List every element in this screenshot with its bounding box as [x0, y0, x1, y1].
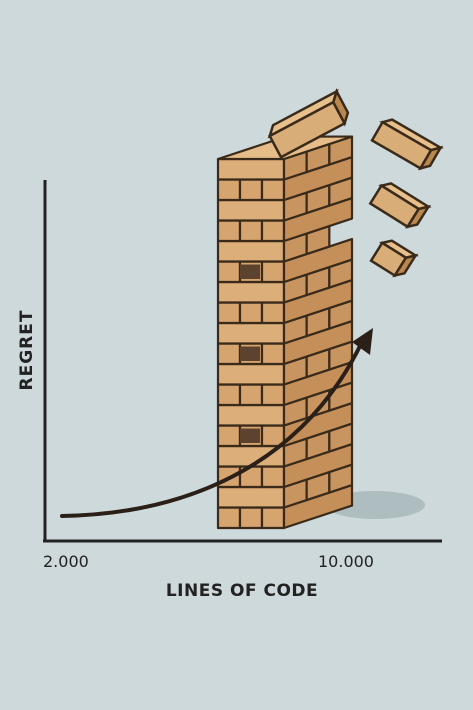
- tower-block: [260, 383, 286, 407]
- tower-block: [216, 198, 286, 222]
- tower-block: [216, 157, 286, 181]
- falling-block: [370, 118, 444, 171]
- tower-block: [216, 383, 242, 407]
- tower-block: [216, 362, 286, 386]
- tower-block: [216, 321, 286, 345]
- tower-gap: [240, 346, 260, 361]
- x-tick-label: 10.000: [318, 552, 374, 571]
- tower-block: [238, 178, 264, 202]
- falling-block: [368, 182, 432, 229]
- tower-block: [216, 485, 286, 509]
- tower-block: [260, 219, 286, 243]
- tower-gap: [240, 264, 260, 279]
- regret-trend-curve: [60, 340, 364, 518]
- tower-block: [260, 342, 286, 366]
- tower-block: [216, 424, 242, 448]
- tower-block: [216, 260, 242, 284]
- tower-block: [216, 178, 242, 202]
- tower-block: [238, 219, 264, 243]
- tower-block: [216, 280, 286, 304]
- falling-block: [369, 239, 419, 278]
- tower-block: [216, 403, 286, 427]
- tower-block: [216, 506, 242, 530]
- tower-block: [238, 301, 264, 325]
- falling-block: [267, 88, 350, 159]
- tower-block: [216, 342, 242, 366]
- y-axis-label: REGRET: [17, 309, 37, 391]
- tower-block: [260, 465, 286, 489]
- tower-block: [216, 219, 242, 243]
- tower-block: [216, 239, 286, 263]
- tower-block: [260, 301, 286, 325]
- tower-gap: [240, 428, 260, 443]
- tower-block: [238, 383, 264, 407]
- x-axis-label: LINES OF CODE: [165, 581, 319, 601]
- tower-block: [216, 301, 242, 325]
- x-tick-label: 2.000: [43, 552, 89, 571]
- jenga-tower: [216, 135, 354, 530]
- trend-arrowhead: [352, 328, 373, 355]
- tower-block: [238, 506, 264, 530]
- tower-block: [260, 178, 286, 202]
- tower-block: [260, 260, 286, 284]
- tower-block: [260, 506, 286, 530]
